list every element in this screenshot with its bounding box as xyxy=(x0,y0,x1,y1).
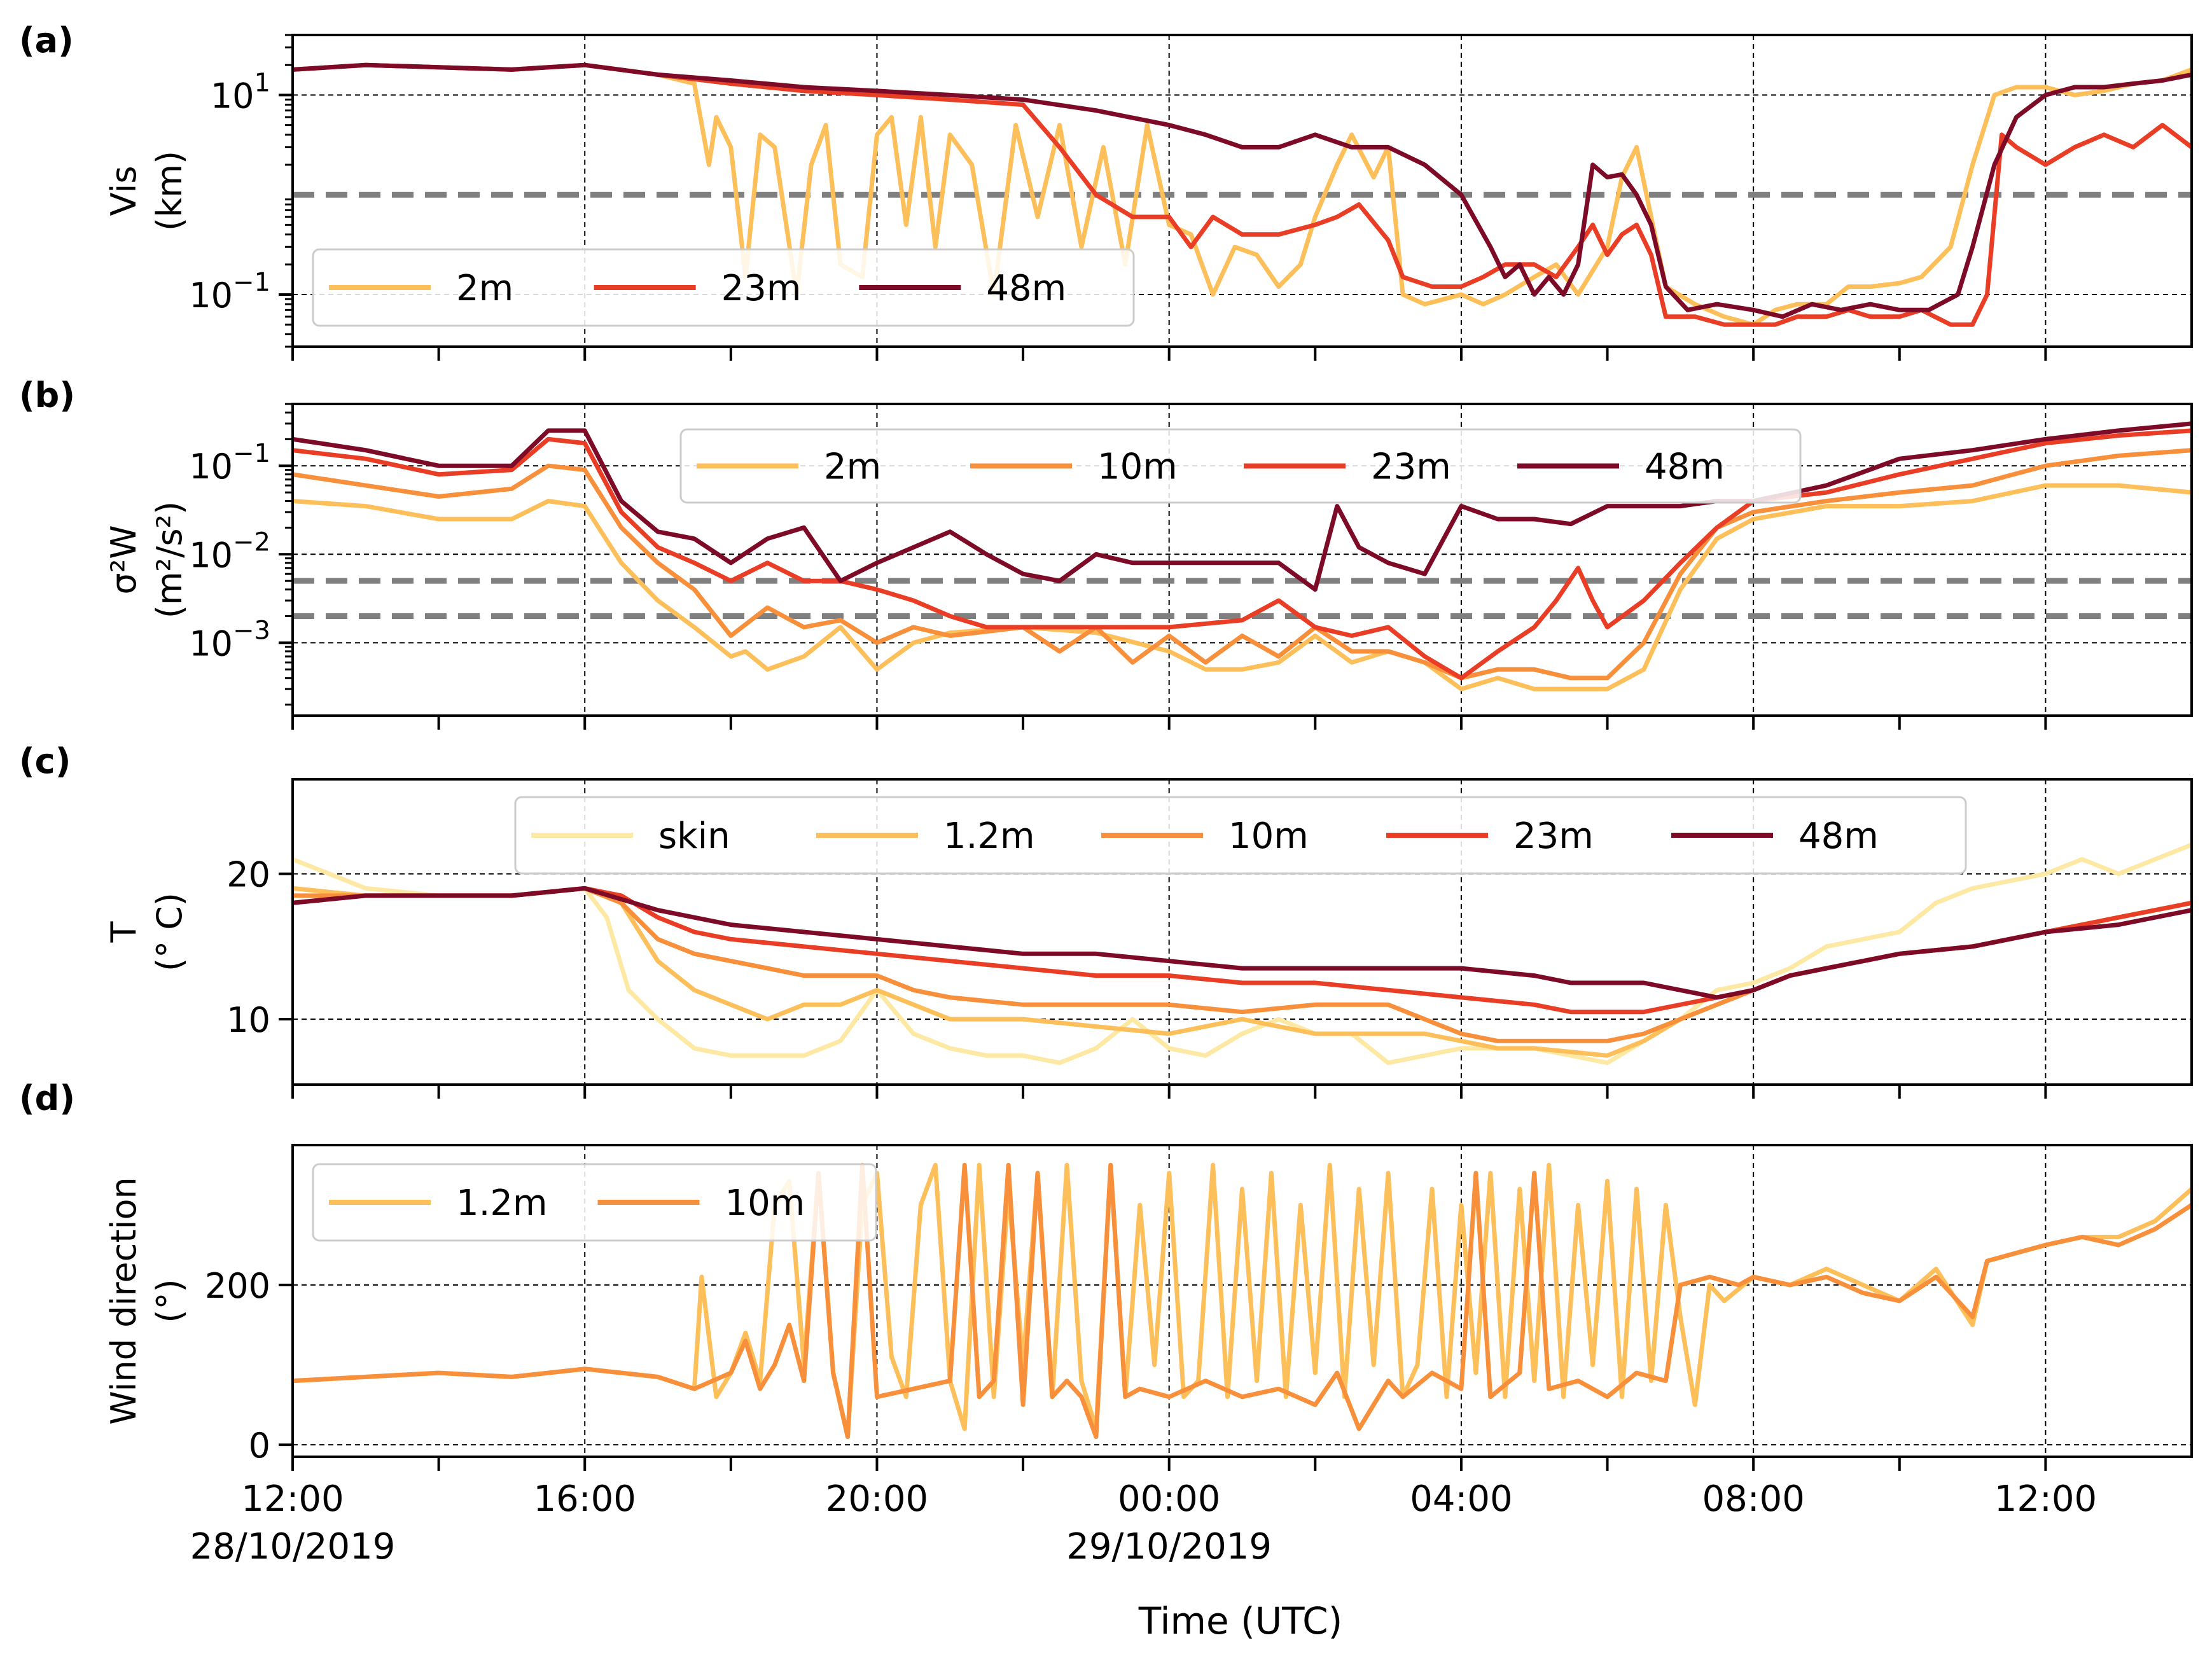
x-tick-label: 20:00 xyxy=(826,1478,928,1520)
panel-label: (d) xyxy=(19,1078,75,1118)
legend-label-2m: 2m xyxy=(456,268,513,309)
x-tick-label: 12:00 xyxy=(241,1478,344,1520)
panel-label: (b) xyxy=(19,375,75,415)
x-tick-label: 12:00 xyxy=(1994,1478,2097,1520)
y-axis-label: Wind direction (°) xyxy=(104,1177,190,1425)
legend-label-skin: skin xyxy=(658,816,730,857)
series-line-2m xyxy=(293,483,2192,691)
panel-a: 101 10−1 Vis (km) (a) 2m 23m 48m xyxy=(19,20,2193,361)
x-tick-date-label: 29/10/2019 xyxy=(1066,1526,1272,1567)
y-tick-label: 101 xyxy=(211,68,270,116)
y-tick-label: 10−3 xyxy=(189,616,270,664)
legend: 2m 23m 48m xyxy=(312,248,1135,327)
x-tick-date-label: 28/10/2019 xyxy=(190,1526,396,1567)
series-line-skin xyxy=(293,842,2192,1066)
y-tick-label: 10−2 xyxy=(189,527,270,575)
x-tick-label: 04:00 xyxy=(1410,1478,1512,1520)
x-tick-label: 00:00 xyxy=(1118,1478,1220,1520)
y-axis-label: Vis (km) xyxy=(104,151,190,231)
legend: 2m 10m 23m 48m xyxy=(679,428,1802,504)
legend: 1.2m 10m xyxy=(312,1163,877,1242)
panel-c: 20 10 T (° C) (c) skin 1.2m 10m 23m 48m xyxy=(19,741,2193,1099)
legend-label-48m: 48m xyxy=(1645,447,1725,488)
panel-d: 200 0 Wind direction (°) (d) 1.2m 10m xyxy=(19,1078,2193,1471)
y-tick-label: 10 xyxy=(226,1000,270,1040)
legend-frame xyxy=(679,428,1802,504)
legend-frame xyxy=(312,248,1135,327)
legend-label-23m: 23m xyxy=(721,268,802,309)
legend-frame xyxy=(312,1163,877,1242)
axes-frame xyxy=(291,1144,2193,1458)
series-line-10m xyxy=(293,1162,2192,1440)
legend-label-1.2m: 1.2m xyxy=(456,1183,548,1224)
y-axis-label: σ²W (m²/s²) xyxy=(104,501,190,618)
y-tick-label: 20 xyxy=(226,855,270,895)
legend-label-48m: 48m xyxy=(986,268,1066,309)
x-tick-label: 16:00 xyxy=(534,1478,636,1520)
legend-label-10m: 10m xyxy=(725,1183,805,1224)
series-line-23m xyxy=(293,428,2192,681)
legend-label-1.2m: 1.2m xyxy=(943,816,1035,857)
series-line-48m xyxy=(293,62,2192,319)
axes-frame xyxy=(291,34,2193,348)
y-tick-label: 200 xyxy=(205,1266,270,1306)
y-tick-label: 10−1 xyxy=(189,268,270,316)
legend: skin 1.2m 10m 23m 48m xyxy=(514,796,1967,875)
legend-frame xyxy=(514,796,1967,875)
x-axis-title: Time (UTC) xyxy=(1138,1599,1343,1643)
legend-label-23m: 23m xyxy=(1371,447,1451,488)
panel-label: (a) xyxy=(19,20,74,60)
legend-label-23m: 23m xyxy=(1513,816,1594,857)
x-tick-label: 08:00 xyxy=(1702,1478,1804,1520)
legend-label-10m: 10m xyxy=(1228,816,1309,857)
y-tick-label: 0 xyxy=(249,1426,270,1466)
series-line-23m xyxy=(293,886,2192,1015)
panel-label: (c) xyxy=(19,741,71,781)
x-tick-labels: 12:00 28/10/2019 16:00 20:00 00:00 29/10/2019… xyxy=(190,1478,2097,1567)
legend-label-48m: 48m xyxy=(1798,816,1879,857)
series-line-1.2m xyxy=(293,886,2192,1058)
legend-label-10m: 10m xyxy=(1097,447,1178,488)
legend-label-2m: 2m xyxy=(824,447,881,488)
series-line-48m xyxy=(293,886,2192,1000)
series-line-23m xyxy=(293,62,2192,327)
y-axis-label: T (° C) xyxy=(104,893,190,971)
axes-frame xyxy=(291,403,2193,717)
y-tick-label: 10−1 xyxy=(189,439,270,487)
axes-frame xyxy=(291,778,2193,1086)
